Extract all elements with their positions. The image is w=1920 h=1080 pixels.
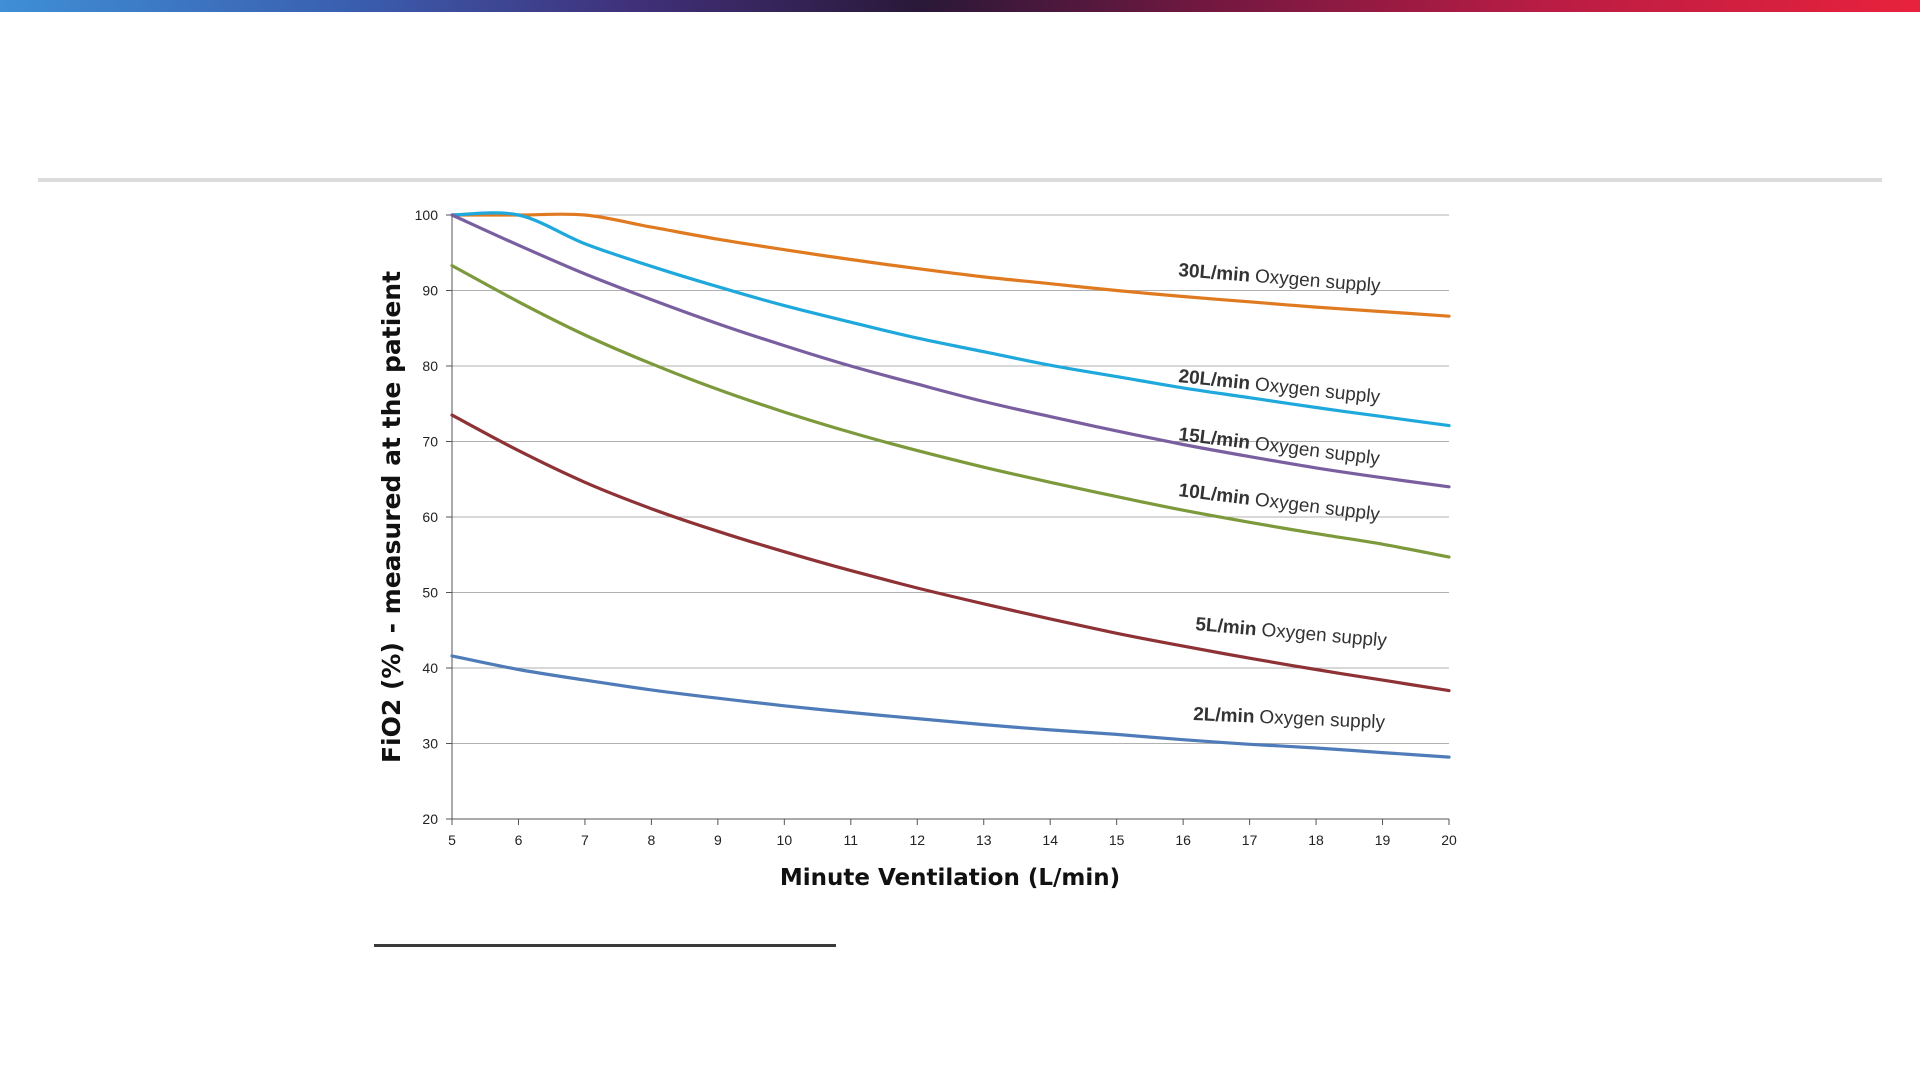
header-gradient-bar	[0, 0, 1920, 12]
x-tick-label: 5	[448, 832, 456, 848]
x-tick-label: 9	[714, 832, 722, 848]
y-tick-label: 50	[422, 585, 438, 601]
x-tick-label: 18	[1308, 832, 1324, 848]
series-label-suffix: Oxygen supply	[1254, 489, 1382, 525]
series-label-10l-min: 10L/min Oxygen supply	[1177, 480, 1381, 526]
series-line-2l-min	[450, 654, 1451, 759]
y-tick-label: 100	[415, 207, 439, 223]
footnote-divider	[374, 944, 836, 947]
series-label-suffix: Oxygen supply	[1261, 620, 1389, 652]
series-lines	[450, 211, 1451, 759]
y-tick-label: 80	[422, 358, 438, 374]
y-tick-label: 70	[422, 434, 438, 450]
series-label-rate: 15L/min	[1177, 424, 1251, 454]
y-axis-title: FiO2 (%) - measured at the patient	[377, 271, 406, 763]
series-line-20l-min	[450, 211, 1451, 428]
y-tick-label: 90	[422, 283, 438, 299]
x-tick-label: 14	[1042, 832, 1058, 848]
y-tick-labels: 20 30 40 50 60 70 80 90 100	[415, 207, 439, 827]
x-tick-labels: 5 6 7 8 9 10 11 12 13 14 15 16 17 18 19 20	[448, 832, 1457, 848]
y-tick-label: 30	[422, 736, 438, 752]
series-label-suffix: Oxygen supply	[1254, 374, 1382, 408]
series-label-2l-min: 2L/min Oxygen supply	[1193, 704, 1386, 733]
y-tick-label: 20	[422, 811, 438, 827]
x-tick-label: 20	[1441, 832, 1457, 848]
series-label-30l-min: 30L/min Oxygen supply	[1178, 260, 1382, 297]
series-label-5l-min: 5L/min Oxygen supply	[1195, 614, 1389, 652]
x-tick-label: 19	[1375, 832, 1391, 848]
gridlines	[452, 214, 1449, 744]
x-tick-label: 13	[976, 832, 992, 848]
x-tick-label: 10	[777, 832, 793, 848]
series-label-rate: 10L/min	[1177, 480, 1251, 510]
series-line-10l-min	[450, 264, 1451, 559]
series-label-rate: 5L/min	[1195, 614, 1258, 640]
series-label-rate: 30L/min	[1178, 260, 1251, 287]
series-label-suffix: Oxygen supply	[1254, 266, 1381, 297]
series-label-suffix: Oxygen supply	[1254, 433, 1382, 469]
header-divider	[38, 178, 1882, 182]
x-tick-label: 7	[581, 832, 589, 848]
x-tick-label: 11	[844, 832, 859, 848]
x-axis-title: Minute Ventilation (L/min)	[780, 865, 1120, 891]
series-line-15l-min	[450, 213, 1451, 489]
series-label-rate: 2L/min	[1193, 704, 1255, 728]
y-tick-label: 60	[422, 509, 438, 525]
x-tick-label: 15	[1109, 832, 1125, 848]
x-tick-label: 16	[1175, 832, 1191, 848]
series-line-30l-min	[450, 212, 1451, 318]
series-line-5l-min	[450, 413, 1451, 693]
y-tick-label: 40	[422, 660, 438, 676]
x-tick-label: 6	[515, 832, 523, 848]
series-label-suffix: Oxygen supply	[1259, 707, 1386, 733]
x-tick-label: 17	[1242, 832, 1258, 848]
axes	[446, 214, 1450, 825]
x-tick-label: 12	[909, 832, 925, 848]
x-tick-label: 8	[648, 832, 656, 848]
